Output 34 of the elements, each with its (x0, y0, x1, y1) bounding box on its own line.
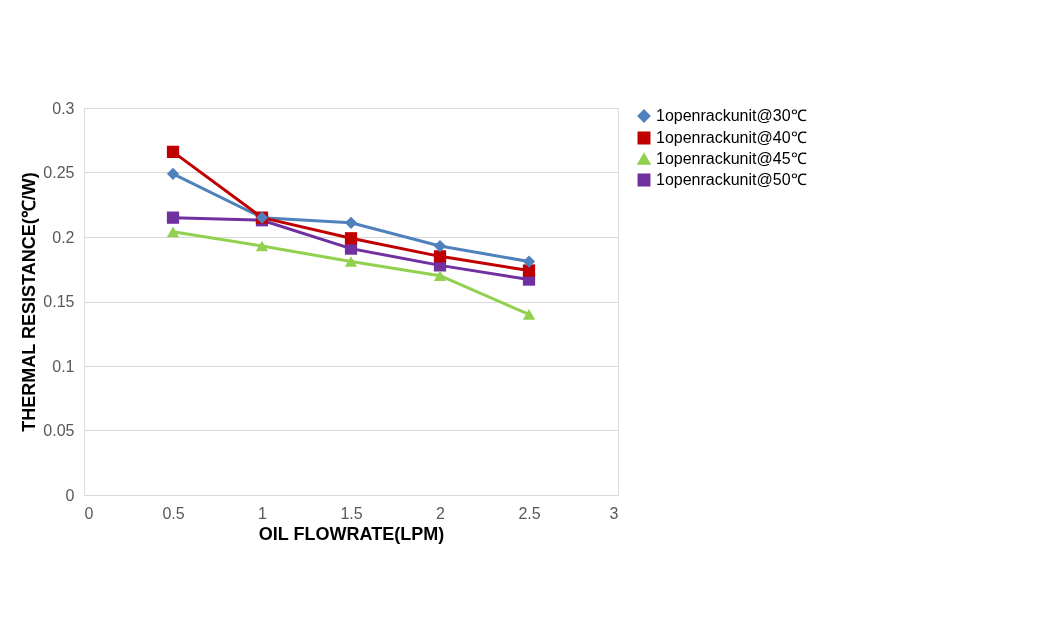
point (522, 309, 536, 320)
x-axis-title: OIL FLOWRATE(LPM) (258, 523, 445, 544)
x-tick-label: 1 (258, 504, 268, 522)
legend-label: 1openrackunit@45℃ (656, 150, 807, 167)
x-tick-label: 3 (609, 504, 619, 522)
y-axis-title: THERMAL RESISTANCE(℃/W) (19, 172, 40, 432)
point (344, 232, 358, 245)
x-tick-label: 2.5 (518, 504, 541, 522)
point (433, 239, 447, 253)
point (433, 270, 447, 281)
y-tick-label: 0.05 (43, 422, 75, 439)
point (433, 250, 447, 263)
point (522, 255, 536, 268)
point (166, 145, 180, 158)
y-tick-label: 0.25 (43, 164, 75, 181)
point (166, 167, 180, 180)
y-tick-label: 0.2 (52, 228, 75, 246)
point (166, 226, 180, 238)
y-tick-label: 0.15 (43, 293, 75, 310)
x-tick-label: 1.5 (340, 504, 363, 522)
x-tick-label: 2 (436, 504, 446, 522)
legend-label: 1openrackunit@40℃ (656, 129, 807, 146)
point (255, 240, 269, 252)
x-tick-label: 0 (84, 504, 94, 522)
point (522, 264, 536, 277)
x-tick-label: 0.5 (162, 504, 185, 522)
legend-label: 1openrackunit@50℃ (656, 171, 807, 188)
y-tick-label: 0 (65, 486, 75, 504)
point (344, 256, 358, 267)
y-tick-label: 0.3 (52, 99, 75, 117)
legend-label: 1openrackunit@30℃ (656, 107, 807, 124)
y-tick-label: 0.1 (52, 357, 75, 375)
point (166, 211, 180, 224)
point (344, 216, 358, 229)
